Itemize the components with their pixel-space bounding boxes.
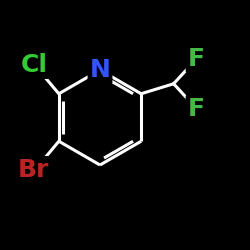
Text: Br: Br: [18, 158, 50, 182]
Text: F: F: [188, 47, 205, 71]
Text: Cl: Cl: [20, 53, 47, 77]
Text: N: N: [90, 58, 110, 82]
Text: F: F: [188, 97, 205, 121]
